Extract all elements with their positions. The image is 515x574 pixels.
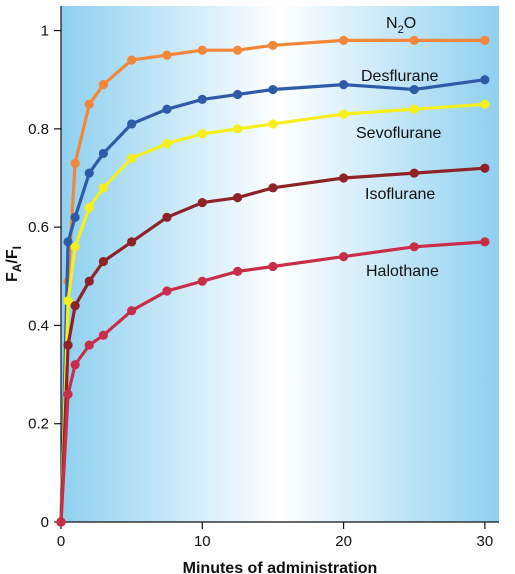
y-axis-title: FA/FI <box>4 246 24 282</box>
series-label-sevoflurane: Sevoflurane <box>356 125 441 142</box>
data-point-sevoflurane <box>338 109 349 119</box>
data-point-no <box>338 35 349 46</box>
data-point-isoflurane <box>127 237 137 247</box>
data-point-desflurane <box>127 119 137 129</box>
data-point-isoflurane <box>84 276 94 286</box>
y-tick-label: 0.6 <box>28 219 49 236</box>
data-point-halothane <box>197 276 207 286</box>
data-point-no <box>127 55 137 65</box>
data-point-desflurane <box>162 104 172 114</box>
data-point-isoflurane <box>268 183 278 193</box>
data-point-no <box>98 80 108 90</box>
data-point-isoflurane <box>480 163 490 173</box>
y-tick-label: 0.2 <box>28 416 49 433</box>
data-point-no <box>197 45 207 55</box>
data-point-sevoflurane <box>233 124 243 134</box>
data-point-halothane <box>233 266 243 276</box>
data-point-sevoflurane <box>409 104 419 114</box>
data-point-sevoflurane <box>63 296 73 306</box>
series-labels: N2O Desflurane Sevoflurane Isoflurane Ha… <box>356 15 441 280</box>
data-point-no <box>480 35 490 46</box>
x-tick-label: 20 <box>335 533 352 550</box>
data-point-halothane <box>409 242 419 252</box>
x-tick-label: 0 <box>57 533 65 550</box>
series-label-isoflurane: Isoflurane <box>365 186 435 203</box>
data-point-isoflurane <box>409 168 419 178</box>
data-point-no <box>233 45 243 55</box>
data-point-sevoflurane <box>197 129 207 139</box>
data-point-isoflurane <box>162 212 172 222</box>
ticks: 00.20.40.60.810 10 20 30 <box>28 23 493 550</box>
x-tick-label: 30 <box>477 533 494 550</box>
axes <box>60 6 499 523</box>
series-lines <box>56 35 490 527</box>
data-point-desflurane <box>197 94 207 104</box>
data-point-no <box>409 35 419 46</box>
series-label-halothane: Halothane <box>366 263 439 280</box>
data-point-halothane <box>162 286 172 296</box>
x-tick-label: 10 <box>194 533 211 550</box>
data-point-halothane <box>480 237 490 247</box>
data-point-desflurane <box>98 148 108 159</box>
data-point-sevoflurane <box>127 153 137 163</box>
y-tick-label: 0.8 <box>28 121 49 138</box>
data-point-halothane <box>84 340 94 350</box>
data-point-sevoflurane <box>268 119 278 129</box>
data-point-no <box>268 40 278 50</box>
data-point-halothane <box>268 261 278 272</box>
data-point-halothane <box>63 389 73 399</box>
data-point-halothane <box>56 517 66 527</box>
data-point-no <box>84 99 94 109</box>
data-point-sevoflurane <box>162 139 172 149</box>
data-point-isoflurane <box>70 301 80 311</box>
data-point-isoflurane <box>98 256 108 267</box>
data-point-halothane <box>70 360 80 370</box>
data-point-desflurane <box>409 84 419 95</box>
data-point-desflurane <box>233 89 243 100</box>
data-point-no <box>162 50 172 60</box>
data-point-sevoflurane <box>98 183 108 193</box>
x-axis-title: Minutes of administration <box>183 560 378 574</box>
series-label-n2o: N2O <box>386 15 416 36</box>
data-point-halothane <box>127 306 137 316</box>
data-point-isoflurane <box>338 173 349 183</box>
data-point-desflurane <box>268 84 278 95</box>
y-tick-label: 0 <box>41 514 49 531</box>
data-point-isoflurane <box>233 193 243 203</box>
y-tick-label: 1 <box>41 23 49 40</box>
data-point-desflurane <box>84 168 94 178</box>
data-point-isoflurane <box>197 197 207 208</box>
data-point-sevoflurane <box>70 242 80 252</box>
series-label-desflurane: Desflurane <box>361 68 438 85</box>
data-point-desflurane <box>338 80 349 90</box>
data-point-halothane <box>98 330 108 340</box>
data-point-no <box>70 158 80 168</box>
data-point-sevoflurane <box>480 99 490 109</box>
data-point-sevoflurane <box>84 202 94 213</box>
data-point-desflurane <box>480 75 490 85</box>
data-point-halothane <box>338 252 349 262</box>
data-point-desflurane <box>70 212 80 222</box>
data-point-isoflurane <box>63 340 73 350</box>
data-point-desflurane <box>63 237 73 247</box>
y-tick-label: 0.4 <box>28 317 49 334</box>
